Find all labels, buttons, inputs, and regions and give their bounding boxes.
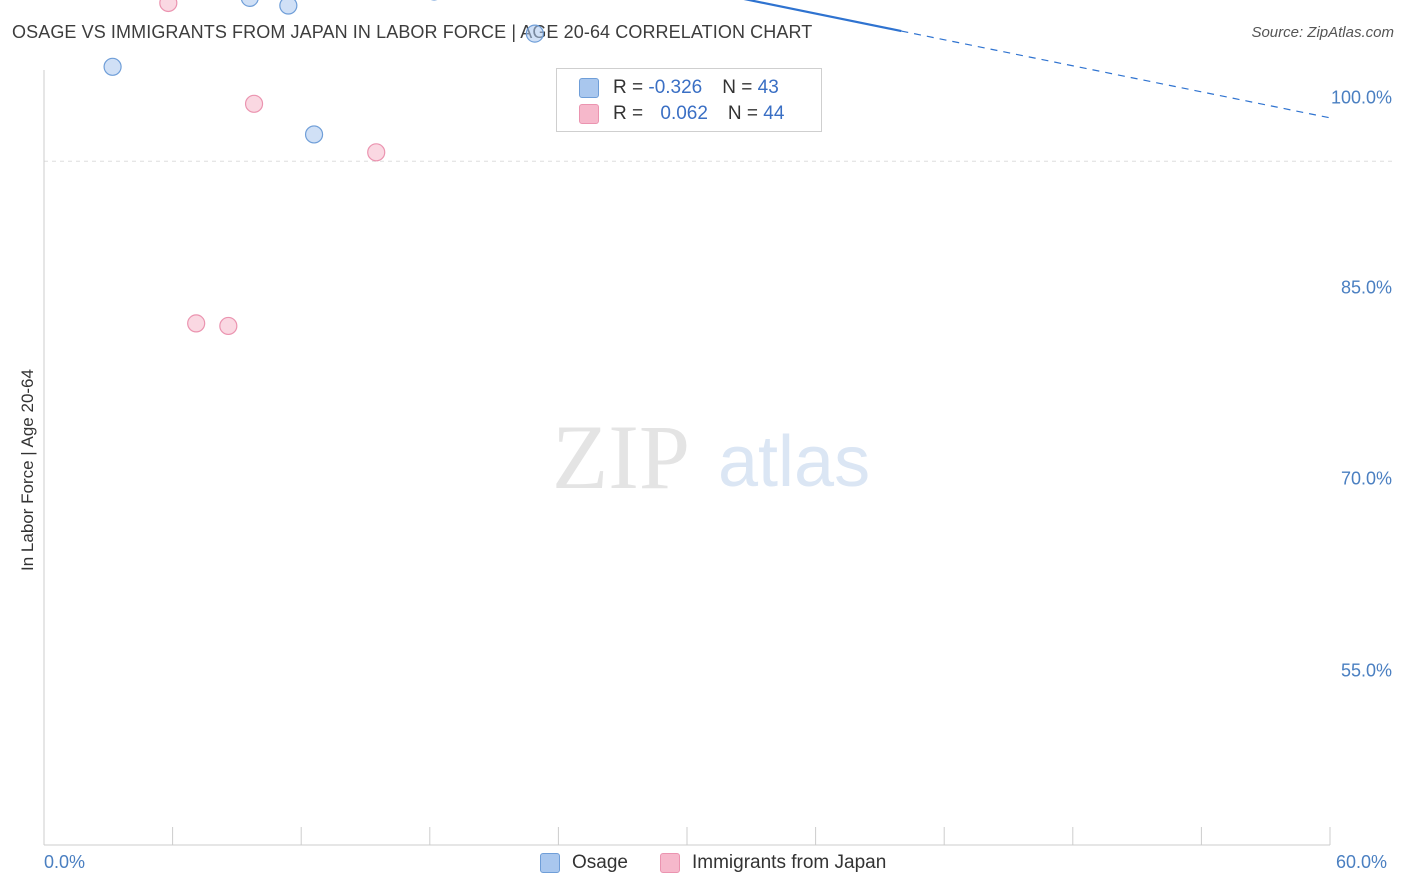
osage-swatch xyxy=(579,78,599,98)
source-credit: Source: ZipAtlas.com xyxy=(1251,24,1394,41)
japan-legend-swatch xyxy=(660,853,680,873)
legend-r-value-japan: 0.062 xyxy=(660,103,708,124)
correlation-legend: R = -0.326 N = 43 R = 0.062 N = 44 xyxy=(556,68,822,132)
osage-point xyxy=(240,0,259,7)
japan-point xyxy=(187,314,206,333)
y-tick-label-100: 100.0% xyxy=(1330,87,1392,108)
japan-swatch xyxy=(579,104,599,124)
osage-point xyxy=(304,125,324,144)
y-tick-label-85: 85.0% xyxy=(1340,277,1392,298)
chart-title: OSAGE VS IMMIGRANTS FROM JAPAN IN LABOR … xyxy=(12,22,813,42)
legend-row-osage: R = -0.326 N = 43 xyxy=(579,75,779,101)
x-tick-label-max: 60.0% xyxy=(1336,852,1388,872)
watermark: ZIP atlas xyxy=(552,406,870,508)
osage-point xyxy=(525,24,544,43)
legend-label-osage: Osage xyxy=(572,852,628,873)
legend-item-osage[interactable]: Osage xyxy=(540,852,628,874)
japan-point xyxy=(159,0,178,13)
osage-trend-line xyxy=(743,0,902,33)
data-points xyxy=(103,0,544,336)
legend-row-japan: R = 0.062 N = 44 xyxy=(579,101,784,127)
osage-trend-line-extension xyxy=(901,30,1331,119)
watermark-zip: ZIP xyxy=(552,406,690,508)
series-legend: Osage Immigrants from Japan xyxy=(0,852,1406,878)
japan-point xyxy=(219,316,238,336)
x-tick-label-min: 0.0% xyxy=(44,852,86,872)
osage-legend-swatch xyxy=(540,853,560,873)
axes xyxy=(43,70,1331,846)
osage-point xyxy=(279,0,298,15)
legend-item-japan[interactable]: Immigrants from Japan xyxy=(660,852,886,874)
y-tick-label-55: 55.0% xyxy=(1340,660,1392,681)
legend-n-label-japan: N = xyxy=(727,103,764,124)
japan-point xyxy=(367,143,386,162)
legend-r-label-japan: R = xyxy=(613,103,649,124)
osage-point xyxy=(103,57,122,76)
y-tick-label-70: 70.0% xyxy=(1340,468,1392,489)
legend-n-value-osage: 43 xyxy=(757,77,779,98)
japan-point xyxy=(244,94,264,113)
trend-lines xyxy=(743,0,1331,119)
watermark-atlas: atlas xyxy=(718,422,870,502)
legend-n-value-japan: 44 xyxy=(763,103,785,124)
grid-lines xyxy=(44,160,1392,162)
y-axis-label: In Labor Force | Age 20-64 xyxy=(18,369,37,571)
legend-n-label-osage: N = xyxy=(722,77,758,98)
legend-r-value-osage: -0.326 xyxy=(648,77,703,98)
legend-label-japan: Immigrants from Japan xyxy=(692,852,887,873)
legend-r-label-osage: R = xyxy=(613,77,649,98)
